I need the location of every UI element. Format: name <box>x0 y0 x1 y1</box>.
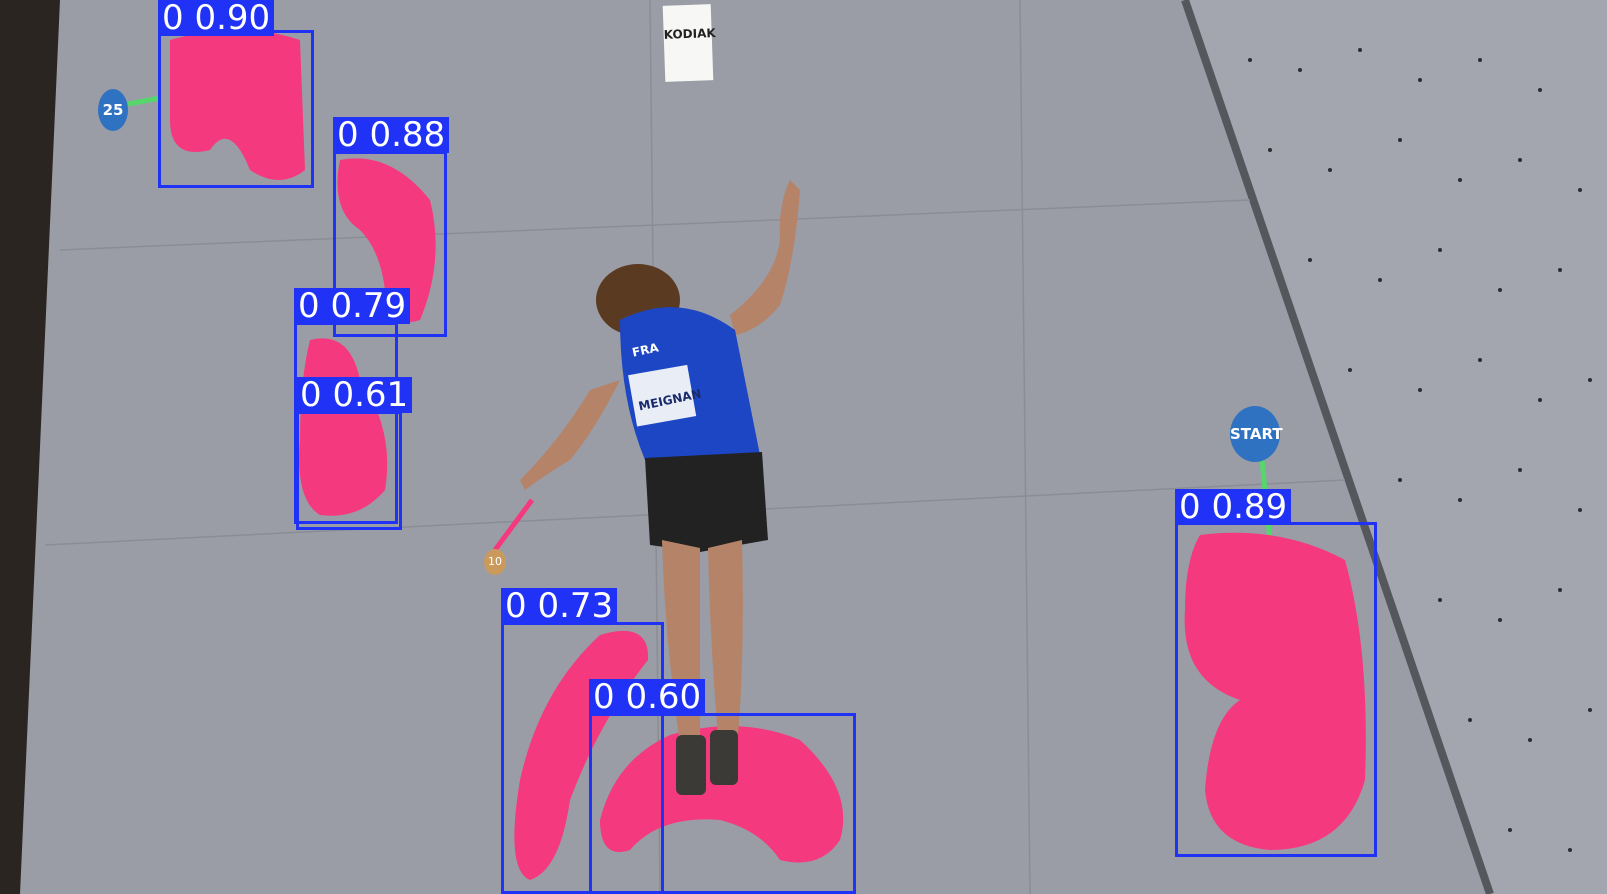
detection-label-4: 0 0.61 <box>296 377 413 413</box>
route-25-marker: 25 <box>98 89 128 131</box>
climber-shoe-right <box>710 730 738 785</box>
climber-right-leg <box>708 540 743 738</box>
bolt-holes <box>1248 48 1592 852</box>
climber-left-arm <box>520 380 620 490</box>
route-10-marker: 10 <box>484 549 506 575</box>
wall-edge <box>1181 0 1494 894</box>
detection-label-2: 0 0.88 <box>333 117 450 153</box>
route-10-text: 10 <box>488 555 502 568</box>
start-marker-text: START <box>1230 425 1283 443</box>
climber-bib <box>628 364 697 427</box>
route-25-text: 25 <box>102 101 124 119</box>
climber-shoe-left <box>676 735 706 795</box>
detection-box-1 <box>158 30 314 188</box>
climber-shorts <box>645 452 768 552</box>
route-25-stem <box>127 95 161 107</box>
climber <box>520 180 800 795</box>
detection-label-3: 0 0.79 <box>294 288 411 324</box>
detection-box-6 <box>589 713 856 894</box>
detection-box-7 <box>1175 522 1377 857</box>
climbing-holds <box>170 30 1366 880</box>
sponsor-sign: KODIAK <box>662 4 716 82</box>
climber-right-arm <box>730 180 800 335</box>
hold-upper-middle <box>337 158 436 322</box>
hold-right-large <box>1184 532 1366 850</box>
detection-label-5: 0 0.73 <box>501 588 618 624</box>
side-wall <box>1185 0 1607 894</box>
sponsor-text: KODIAK <box>663 26 716 42</box>
start-marker: START <box>1230 406 1283 462</box>
detection-label-7: 0 0.89 <box>1175 489 1292 525</box>
detection-label-6: 0 0.60 <box>589 679 706 715</box>
detection-box-4 <box>296 411 402 530</box>
hold-bottom-middle <box>600 726 844 863</box>
hold-top-left <box>170 30 305 180</box>
detection-label-1: 0 0.90 <box>158 0 275 36</box>
route-10-stem <box>492 498 535 552</box>
